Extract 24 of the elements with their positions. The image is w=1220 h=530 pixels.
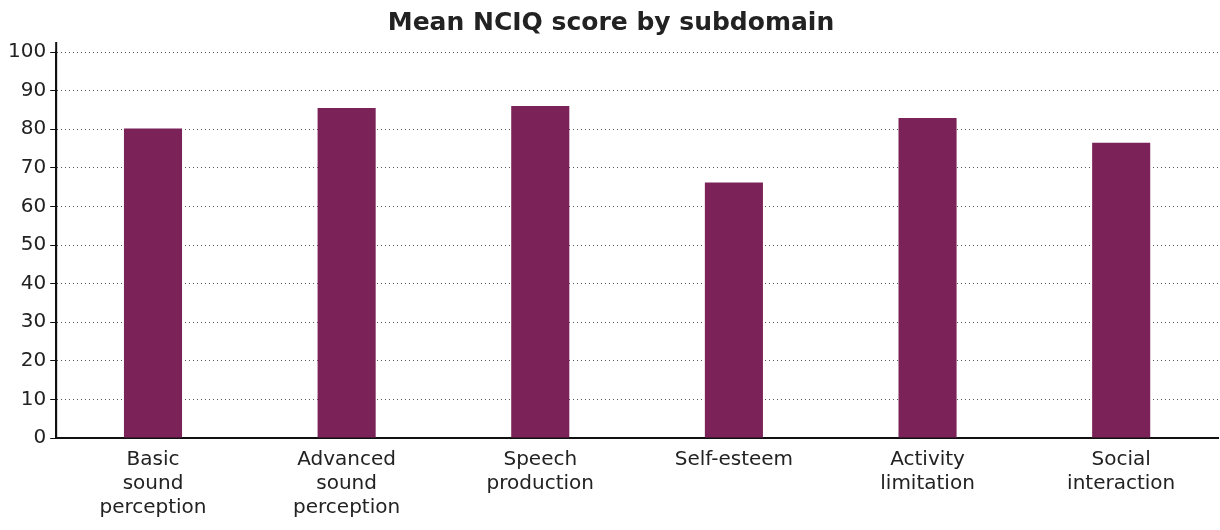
y-tick-label: 90: [20, 76, 47, 101]
x-tick-label: Self-esteem: [674, 446, 794, 471]
y-tick-label: 0: [33, 424, 47, 449]
x-tick-label: Advanced sound perception: [293, 446, 401, 519]
bar: [704, 182, 763, 438]
bar: [898, 118, 957, 438]
x-tick-label: Basic sound perception: [99, 446, 207, 519]
bar: [123, 128, 183, 438]
x-tick-label: Social interaction: [1067, 446, 1176, 495]
y-tick-label: 50: [20, 231, 47, 256]
chart-title: Mean NCIQ score by subdomain: [387, 6, 835, 36]
y-tick-label: 20: [20, 347, 47, 371]
y-tick-label: 10: [20, 385, 47, 410]
bar: [1092, 142, 1151, 438]
y-tick-label: 60: [20, 192, 47, 217]
y-tick-label: 100: [7, 38, 47, 63]
x-tick-label: Speech production: [486, 446, 594, 495]
x-tick-label: Activity limitation: [880, 446, 975, 495]
y-tick-label: 30: [20, 308, 47, 333]
y-tick-label: 70: [20, 154, 47, 178]
bar: [511, 106, 570, 438]
bar: [317, 107, 376, 438]
y-tick-label: 80: [20, 115, 47, 140]
y-tick-label: 40: [20, 269, 47, 294]
